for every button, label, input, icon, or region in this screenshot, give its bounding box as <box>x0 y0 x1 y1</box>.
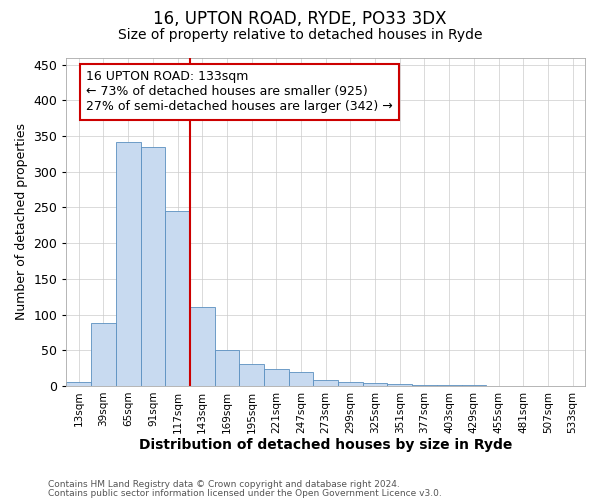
Text: 16, UPTON ROAD, RYDE, PO33 3DX: 16, UPTON ROAD, RYDE, PO33 3DX <box>153 10 447 28</box>
Bar <box>165 211 190 386</box>
Y-axis label: Number of detached properties: Number of detached properties <box>15 123 28 320</box>
Bar <box>338 382 363 386</box>
Text: Contains public sector information licensed under the Open Government Licence v3: Contains public sector information licen… <box>48 489 442 498</box>
Text: 16 UPTON ROAD: 133sqm
← 73% of detached houses are smaller (925)
27% of semi-det: 16 UPTON ROAD: 133sqm ← 73% of detached … <box>86 70 393 114</box>
Bar <box>264 369 289 386</box>
Bar <box>116 142 140 386</box>
Bar <box>190 308 215 386</box>
Bar <box>239 364 264 386</box>
Bar <box>461 385 486 386</box>
Text: Contains HM Land Registry data © Crown copyright and database right 2024.: Contains HM Land Registry data © Crown c… <box>48 480 400 489</box>
Bar <box>412 384 437 386</box>
Bar <box>388 384 412 386</box>
Bar <box>289 372 313 386</box>
Bar <box>67 382 91 386</box>
Bar <box>215 350 239 386</box>
X-axis label: Distribution of detached houses by size in Ryde: Distribution of detached houses by size … <box>139 438 512 452</box>
Bar <box>437 385 461 386</box>
Text: Size of property relative to detached houses in Ryde: Size of property relative to detached ho… <box>118 28 482 42</box>
Bar <box>140 148 165 386</box>
Bar <box>313 380 338 386</box>
Bar <box>91 323 116 386</box>
Bar <box>363 383 388 386</box>
